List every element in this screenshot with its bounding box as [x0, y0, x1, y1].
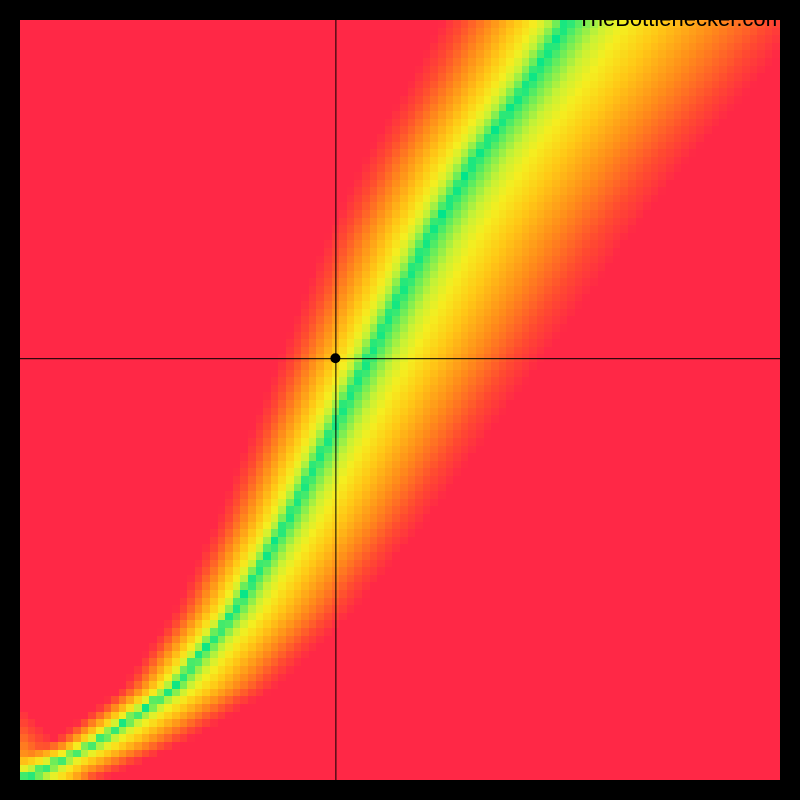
bottleneck-heatmap [0, 0, 800, 800]
watermark-text: TheBottlenecker.com [577, 6, 784, 32]
chart-container: TheBottlenecker.com [0, 0, 800, 800]
